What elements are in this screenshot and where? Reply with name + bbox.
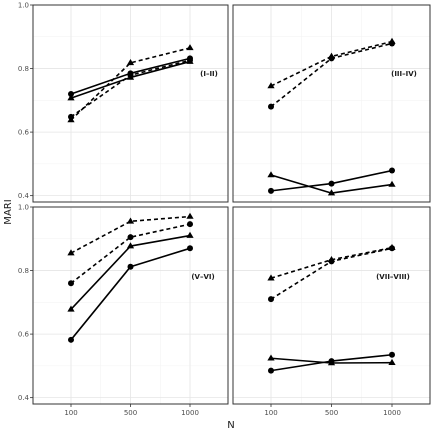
data-point-circle — [268, 367, 274, 374]
data-point-circle — [268, 296, 274, 303]
y-tick-label: 0.4 — [18, 192, 30, 200]
data-point-circle — [328, 358, 335, 365]
y-tick-label: 0.8 — [18, 267, 29, 275]
data-point-triangle — [186, 212, 194, 219]
data-point-circle — [187, 245, 193, 252]
panel-label: (III–IV) — [391, 70, 417, 78]
data-point-circle — [68, 280, 74, 287]
panel-label: (I–II) — [200, 70, 218, 78]
data-point-triangle — [267, 354, 275, 361]
data-point-triangle — [67, 249, 75, 256]
data-point-triangle — [126, 242, 135, 249]
panel-label: (VII–VIII) — [376, 273, 410, 281]
data-point-circle — [389, 245, 395, 252]
data-point-circle — [328, 258, 335, 265]
data-point-triangle — [126, 59, 135, 66]
y-tick-label: 1.0 — [18, 204, 29, 212]
facet-panel-2: (III–IV) — [232, 4, 431, 203]
facet-panel-4: (VII–VIII) 100 500 1000 — [232, 206, 431, 417]
data-point-circle — [68, 90, 74, 97]
data-point-circle — [127, 70, 134, 77]
data-point-circle — [389, 40, 395, 47]
y-tick-label: 0.8 — [18, 65, 29, 73]
panel-border — [232, 4, 431, 203]
data-point-triangle — [186, 57, 194, 64]
series-line-circle-dashed — [70, 223, 191, 284]
x-tick-label: 100 — [264, 409, 277, 417]
data-point-triangle — [267, 171, 275, 178]
x-tick-label: 100 — [64, 409, 77, 417]
x-tick-label: 500 — [325, 409, 338, 417]
data-point-circle — [389, 351, 395, 358]
y-axis-title: MARI — [3, 199, 14, 224]
data-point-triangle — [327, 189, 336, 196]
data-point-circle — [68, 336, 74, 343]
data-point-triangle — [388, 358, 396, 365]
y-tick-label: 0.4 — [18, 394, 30, 402]
y-tick-label: 1.0 — [18, 2, 29, 10]
x-tick-label: 500 — [124, 409, 137, 417]
data-point-circle — [127, 263, 134, 270]
data-point-circle — [328, 55, 335, 62]
panel-label: (V–VI) — [191, 273, 214, 281]
data-point-circle — [328, 180, 335, 187]
data-point-triangle — [186, 44, 194, 51]
data-point-circle — [127, 234, 134, 241]
facet-panel-1: (I–II) 0.4 0.6 0.8 1.0 — [18, 2, 229, 203]
data-point-circle — [187, 221, 193, 228]
data-point-circle — [389, 167, 395, 174]
series-line-triangle-dashed — [70, 215, 191, 254]
series-line-triangle-dashed — [270, 40, 393, 87]
data-point-circle — [268, 103, 274, 110]
data-point-circle — [268, 187, 274, 194]
data-point-triangle — [267, 274, 275, 281]
data-point-triangle — [186, 231, 194, 238]
data-point-triangle — [67, 94, 75, 101]
data-point-triangle — [267, 82, 275, 89]
data-point-triangle — [126, 217, 135, 224]
x-axis-title: N — [227, 420, 234, 431]
facet-panel-3: (V–VI) 0.4 0.6 0.8 1.0 100 500 1000 — [18, 204, 229, 417]
data-point-triangle — [126, 73, 135, 80]
data-point-triangle — [388, 180, 396, 187]
panel-border — [32, 4, 229, 203]
y-tick-label: 0.6 — [18, 129, 30, 137]
y-tick-label: 0.6 — [18, 331, 30, 339]
data-point-triangle — [67, 305, 75, 312]
x-tick-label: 1000 — [181, 409, 199, 417]
x-tick-label: 1000 — [383, 409, 401, 417]
data-point-circle — [68, 113, 74, 120]
